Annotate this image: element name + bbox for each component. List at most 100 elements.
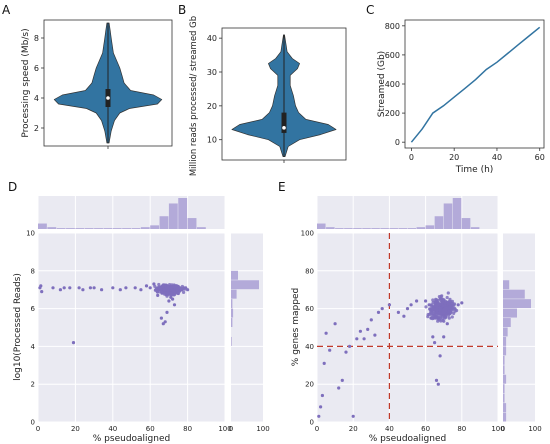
histogram-bar	[425, 225, 435, 229]
histogram-bar	[503, 412, 507, 422]
y-tick-label: 4	[34, 94, 39, 103]
histogram-bar	[503, 355, 505, 365]
scatter-point	[124, 286, 128, 290]
scatter-point	[430, 313, 434, 317]
right-histogram-area	[503, 233, 535, 422]
scatter-point	[439, 314, 443, 318]
scatter-point	[77, 286, 81, 290]
scatter-point	[162, 288, 166, 292]
y-tick-label: 8	[34, 34, 39, 43]
scatter-point	[167, 291, 171, 295]
scatter-point	[156, 293, 160, 297]
x-axis-label: % pseudoaligned	[93, 434, 170, 444]
scatter-point	[446, 291, 450, 295]
scatter-point	[100, 288, 104, 292]
scatter-point	[337, 386, 341, 390]
scatter-point	[437, 302, 441, 306]
scatter-point	[144, 284, 149, 288]
scatter-point	[176, 291, 180, 296]
hist-tick-label: 100	[256, 425, 269, 433]
scatter-point	[160, 290, 164, 294]
scatter-point	[433, 311, 437, 315]
histogram-bar	[94, 228, 103, 229]
y-tick-label: 20	[305, 381, 314, 389]
scatter-point	[449, 310, 453, 314]
top-histogram-area	[317, 196, 498, 229]
histogram-bar	[231, 270, 238, 280]
histogram-bar	[178, 198, 188, 229]
scatter-point	[351, 414, 355, 418]
histogram-bar	[398, 228, 407, 229]
scatter-point	[173, 291, 177, 295]
y-tick-label: 20	[207, 102, 217, 111]
scatter-point	[442, 335, 446, 339]
scatter-point	[362, 337, 366, 341]
scatter-point	[427, 303, 431, 307]
panel-letter-b: B	[178, 3, 186, 17]
histogram-bar	[503, 308, 517, 318]
scatter-point	[441, 303, 445, 308]
scatter-point	[328, 348, 332, 352]
scatter-point	[402, 314, 406, 318]
scatter-point	[440, 294, 444, 298]
scatter-point	[445, 295, 449, 300]
histogram-bar	[503, 346, 507, 356]
x-tick-label: 20	[449, 153, 459, 162]
histogram-bar	[503, 318, 511, 327]
scatter-point	[154, 288, 158, 292]
scatter-point	[438, 354, 442, 358]
scatter-point	[396, 310, 400, 314]
histogram-bar	[443, 203, 453, 229]
scatter-point	[319, 405, 323, 409]
scatter-point	[167, 299, 171, 303]
scatter-point	[409, 303, 413, 307]
histogram-bar	[380, 228, 389, 229]
scatter-point	[92, 286, 96, 290]
histogram-bar	[159, 216, 169, 229]
histogram-bar	[317, 223, 326, 229]
scatter-point	[445, 322, 449, 326]
scatter-point	[369, 318, 373, 322]
histogram-bar	[84, 228, 94, 229]
violin-median-marker	[106, 96, 110, 100]
scatter-point	[171, 297, 175, 301]
panel-letter-e: E	[278, 180, 286, 194]
scatter-point	[168, 283, 172, 287]
histogram-bar	[503, 374, 507, 384]
panel-letter-d: D	[8, 180, 17, 194]
scatter-point	[460, 301, 464, 305]
scatter-point	[358, 329, 362, 333]
y-tick-label: 4	[31, 343, 36, 351]
y-tick-label: 10	[207, 136, 217, 145]
scatter-point	[172, 303, 177, 307]
y-tick-label: 100	[301, 230, 314, 238]
line-chart-streamed: 0 200 400 600 800 0 20 40 60 Time (h) Streamed (Gb…	[377, 19, 545, 175]
scatter-point	[424, 299, 428, 303]
plot-area	[317, 233, 498, 422]
histogram-bar	[503, 336, 507, 346]
scatter-point	[118, 288, 122, 292]
x-axis-label: Time (h)	[455, 165, 494, 175]
y-tick-label: 400	[385, 80, 400, 89]
x-tick-label: 40	[108, 425, 117, 433]
histogram-bar	[231, 280, 259, 290]
histogram-bar	[503, 299, 531, 309]
y-tick-label: 800	[385, 22, 400, 31]
y-tick-label: 60	[305, 305, 314, 313]
histogram-bar	[231, 336, 232, 346]
scatter-point	[317, 414, 321, 418]
histogram-bar	[371, 228, 380, 229]
scatter-point	[159, 316, 163, 320]
scatter-point	[366, 327, 370, 331]
scatter-point	[376, 310, 381, 314]
scatter-point	[68, 286, 72, 290]
histogram-bar	[452, 198, 462, 229]
y-tick-label: 200	[385, 109, 400, 118]
scatter-point	[452, 311, 456, 315]
scatter-point	[182, 290, 186, 294]
x-tick-label: 0	[315, 425, 319, 433]
histogram-bar	[187, 218, 197, 229]
y-tick-label: 2	[34, 124, 39, 133]
scatter-point	[442, 308, 446, 312]
